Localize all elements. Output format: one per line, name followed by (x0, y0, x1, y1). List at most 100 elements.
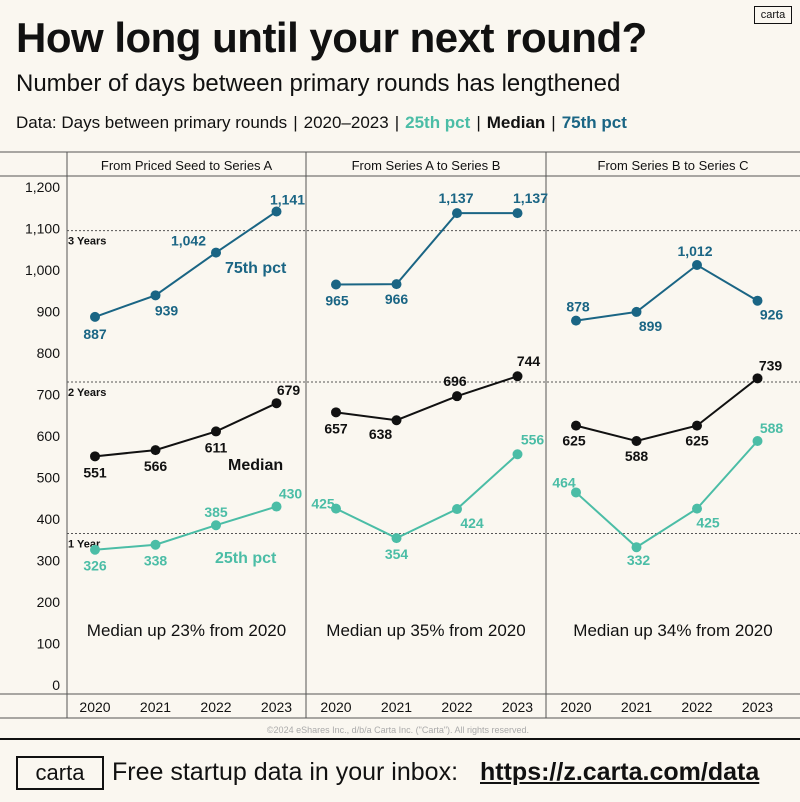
series-line-p75 (94, 210, 278, 318)
reference-line-label: 2 Years (68, 387, 106, 399)
data-point-p75 (90, 311, 100, 322)
copyright-notice: ©2024 eShares Inc., d/b/a Carta Inc. ("C… (267, 725, 529, 735)
data-label-p75: 1,137 (513, 190, 548, 206)
data-point-p75 (452, 208, 462, 219)
x-tick-label: 2023 (742, 699, 773, 715)
data-point-p25 (331, 503, 341, 514)
data-point-p75 (391, 279, 402, 290)
x-tick-label: 2023 (261, 699, 292, 715)
x-tick-label: 2022 (681, 699, 712, 715)
data-label-p75: 965 (325, 293, 349, 309)
data-label-p75: 966 (385, 291, 409, 307)
data-label-median: 744 (517, 353, 541, 369)
legend-median: Median (486, 113, 546, 132)
x-tick-label: 2021 (381, 699, 412, 715)
separator: | (394, 113, 400, 132)
y-tick-label: 1,200 (25, 179, 60, 195)
data-point-median (271, 398, 282, 409)
data-point-p25 (452, 504, 462, 515)
data-label-median: 588 (625, 448, 649, 464)
footer-text: Free startup data in your inbox: (112, 758, 459, 786)
series-line-median (575, 377, 759, 443)
data-point-p25 (571, 487, 581, 498)
data-point-p25 (692, 503, 702, 514)
data-label-p25: 424 (460, 515, 484, 531)
data-point-p25 (391, 533, 402, 544)
data-label-p75: 1,141 (270, 191, 305, 207)
page-title: How long until your next round? (16, 14, 647, 61)
data-label-median: 696 (443, 373, 467, 389)
data-point-p25 (752, 435, 763, 446)
y-tick-label: 200 (37, 594, 61, 610)
data-label-median: 566 (144, 458, 168, 474)
data-point-p75 (512, 208, 523, 219)
data-point-median (90, 451, 100, 462)
data-point-p75 (271, 206, 282, 217)
days-between-rounds-chart: 0 100 200 300 400 500 600 700 800 900 1,000 1,100 1,… (0, 151, 800, 735)
data-description: Data: Days between primary rounds (16, 113, 288, 132)
page-subtitle: Number of days between primary rounds ha… (16, 70, 621, 97)
data-label-median: 551 (83, 464, 107, 480)
data-legend: Data: Days between primary rounds | 2020–2… (16, 113, 627, 133)
data-label-p75: 926 (760, 307, 784, 323)
data-label-p75: 939 (155, 302, 179, 318)
series-line-p25 (575, 440, 759, 549)
data-point-median (631, 435, 642, 446)
x-tick-label: 2021 (621, 699, 652, 715)
data-point-p25 (211, 520, 221, 531)
data-label-p25: 338 (144, 553, 168, 569)
data-point-p75 (331, 279, 341, 290)
carta-logo: carta (16, 756, 104, 790)
y-tick-label: 400 (37, 511, 61, 527)
data-point-p25 (631, 542, 642, 553)
panel-title: From Series A to Series B (352, 158, 501, 173)
data-point-p25 (271, 501, 282, 512)
data-label-median: 625 (685, 433, 709, 449)
legend-75th-pct: 75th pct (561, 113, 627, 132)
separator: | (293, 113, 298, 132)
data-point-median (571, 420, 581, 431)
data-label-median: 638 (369, 426, 393, 442)
x-tick-label: 2020 (560, 699, 591, 715)
data-label-p25: 354 (385, 546, 409, 562)
data-period: 2020–2023 (303, 113, 389, 132)
x-tick-label: 2021 (140, 699, 171, 715)
data-label-median: 679 (277, 382, 301, 398)
footer-link[interactable]: https://z.carta.com/data (480, 758, 760, 786)
y-tick-label: 300 (37, 553, 61, 569)
series-label-25th-pct: 25th pct (215, 550, 277, 567)
y-tick-label: 900 (37, 304, 61, 320)
data-label-p25: 430 (279, 486, 303, 502)
panel-title: From Series B to Series C (598, 158, 749, 173)
series-line-median (335, 375, 518, 422)
data-point-median (391, 415, 402, 426)
data-point-median (752, 373, 763, 384)
y-tick-label: 700 (37, 387, 61, 403)
data-label-p25: 556 (521, 431, 545, 447)
y-tick-label: 600 (37, 428, 61, 444)
y-tick-label: 500 (37, 470, 61, 486)
data-point-p25 (90, 544, 100, 555)
data-label-median: 657 (324, 420, 348, 436)
data-point-p75 (571, 315, 581, 326)
data-label-median: 739 (759, 357, 783, 373)
data-point-p75 (211, 247, 221, 258)
data-point-median (692, 420, 702, 431)
footer-banner: carta Free startup data in your inbox: h… (0, 738, 800, 802)
data-point-median (211, 426, 221, 437)
series-line-median (94, 402, 277, 458)
y-tick-label: 1,100 (25, 221, 60, 237)
data-label-median: 625 (562, 433, 586, 449)
data-label-p75: 1,137 (438, 190, 473, 206)
y-tick-label: 1,000 (25, 262, 60, 278)
series-line-p25 (335, 453, 519, 540)
data-point-p25 (150, 539, 161, 550)
data-point-p75 (752, 295, 763, 306)
y-tick-label: 100 (37, 636, 61, 652)
legend-25th-pct: 25th pct (405, 113, 471, 132)
data-label-p25: 588 (760, 420, 784, 436)
y-tick-label: 800 (37, 345, 61, 361)
data-label-p25: 425 (311, 496, 335, 512)
panel-note: Median up 35% from 2020 (326, 621, 525, 640)
data-point-median (331, 407, 341, 418)
